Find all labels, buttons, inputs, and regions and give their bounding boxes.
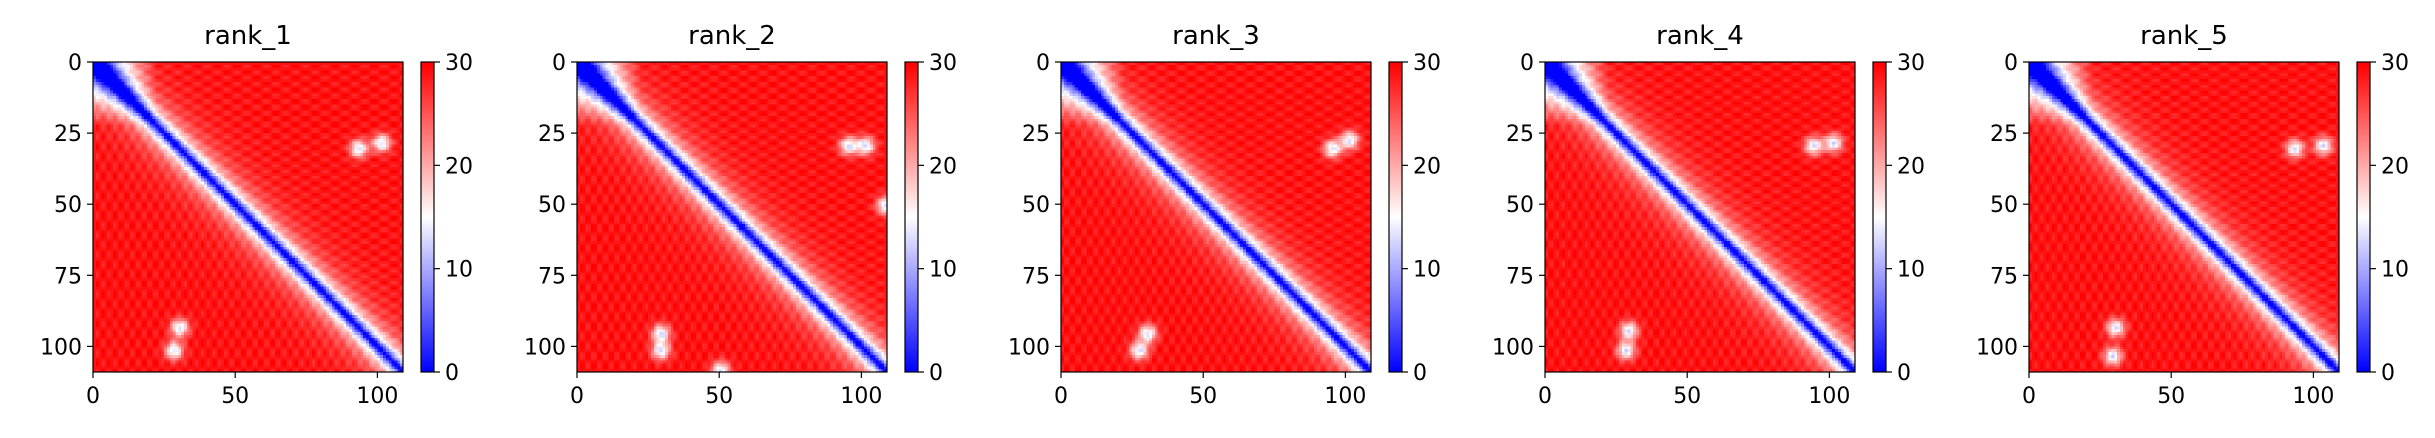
colorbar-tick-label: 0 — [2381, 361, 2395, 386]
x-tick-label: 0 — [2022, 384, 2036, 409]
x-tick-label: 0 — [1054, 384, 1068, 409]
colorbar-tick-label: 10 — [2381, 258, 2409, 283]
y-tick-label: 50 — [54, 193, 82, 218]
panel-title: rank_2 — [688, 21, 776, 51]
heatmap-image — [93, 62, 403, 372]
y-tick-label: 75 — [54, 264, 82, 289]
y-tick-label: 50 — [538, 193, 566, 218]
colorbar-tick-label: 30 — [1413, 51, 1441, 76]
y-tick-label: 25 — [1506, 122, 1534, 147]
y-tick-label: 100 — [1008, 335, 1050, 360]
panel-title: rank_3 — [1172, 21, 1260, 51]
y-tick-label: 100 — [524, 335, 566, 360]
heatmap-image — [1545, 62, 1855, 372]
y-tick-label: 75 — [1990, 264, 2018, 289]
colorbar-tick-label: 0 — [1413, 361, 1427, 386]
x-tick-label: 0 — [86, 384, 100, 409]
axes-frame — [1544, 61, 1856, 373]
x-tick-label: 0 — [1538, 384, 1552, 409]
colorbar-tick-label: 30 — [1897, 51, 1925, 76]
colorbar — [905, 62, 918, 372]
x-tick-label: 50 — [1189, 384, 1217, 409]
axes-frame — [92, 61, 404, 373]
colorbar-frame — [2356, 61, 2371, 373]
colorbar-tick-label: 20 — [445, 154, 473, 179]
colorbar-tick-label: 30 — [2381, 51, 2409, 76]
y-tick-label: 0 — [68, 51, 82, 76]
x-tick-label: 100 — [1808, 384, 1850, 409]
x-tick-label: 100 — [1324, 384, 1366, 409]
colorbar — [1389, 62, 1402, 372]
y-tick-label: 75 — [1506, 264, 1534, 289]
y-tick-label: 50 — [1506, 193, 1534, 218]
colorbar-tick-label: 10 — [929, 258, 957, 283]
colorbar-tick-label: 0 — [1897, 361, 1911, 386]
y-tick-label: 0 — [1520, 51, 1534, 76]
colorbar-frame — [1872, 61, 1887, 373]
y-tick-label: 0 — [2004, 51, 2018, 76]
axes-frame — [2028, 61, 2340, 373]
colorbar-tick-label: 30 — [929, 51, 957, 76]
x-tick-label: 50 — [1673, 384, 1701, 409]
colorbar-tick-label: 10 — [445, 258, 473, 283]
colorbar — [2357, 62, 2370, 372]
colorbar-tick-label: 20 — [929, 154, 957, 179]
colorbar — [1873, 62, 1886, 372]
y-tick-label: 25 — [1022, 122, 1050, 147]
colorbar-frame — [904, 61, 919, 373]
panel-title: rank_1 — [204, 21, 292, 51]
heatmap-image — [1061, 62, 1371, 372]
y-tick-label: 25 — [54, 122, 82, 147]
y-tick-label: 75 — [538, 264, 566, 289]
colorbar-tick-label: 20 — [2381, 154, 2409, 179]
heatmap-image — [577, 62, 887, 372]
y-tick-label: 50 — [1022, 193, 1050, 218]
x-tick-label: 100 — [2292, 384, 2334, 409]
x-tick-label: 0 — [570, 384, 584, 409]
y-tick-label: 25 — [1990, 122, 2018, 147]
y-tick-label: 25 — [538, 122, 566, 147]
x-tick-label: 100 — [356, 384, 398, 409]
panel-title: rank_5 — [2140, 21, 2228, 51]
y-tick-label: 50 — [1990, 193, 2018, 218]
x-tick-label: 100 — [840, 384, 882, 409]
panel-title: rank_4 — [1656, 21, 1744, 51]
colorbar-tick-label: 30 — [445, 51, 473, 76]
colorbar-frame — [420, 61, 435, 373]
y-tick-label: 100 — [1492, 335, 1534, 360]
y-tick-label: 75 — [1022, 264, 1050, 289]
y-tick-label: 0 — [1036, 51, 1050, 76]
y-tick-label: 100 — [1976, 335, 2018, 360]
colorbar-tick-label: 10 — [1897, 258, 1925, 283]
x-tick-label: 50 — [2157, 384, 2185, 409]
colorbar-tick-label: 20 — [1897, 154, 1925, 179]
x-tick-label: 50 — [705, 384, 733, 409]
colorbar-tick-label: 20 — [1413, 154, 1441, 179]
colorbar-frame — [1388, 61, 1403, 373]
colorbar-tick-label: 0 — [445, 361, 459, 386]
colorbar-tick-label: 0 — [929, 361, 943, 386]
colorbar-tick-label: 10 — [1413, 258, 1441, 283]
heatmap-image — [2029, 62, 2339, 372]
y-tick-label: 0 — [552, 51, 566, 76]
y-tick-label: 100 — [40, 335, 82, 360]
axes-frame — [576, 61, 888, 373]
colorbar — [421, 62, 434, 372]
axes-frame — [1060, 61, 1372, 373]
x-tick-label: 50 — [221, 384, 249, 409]
